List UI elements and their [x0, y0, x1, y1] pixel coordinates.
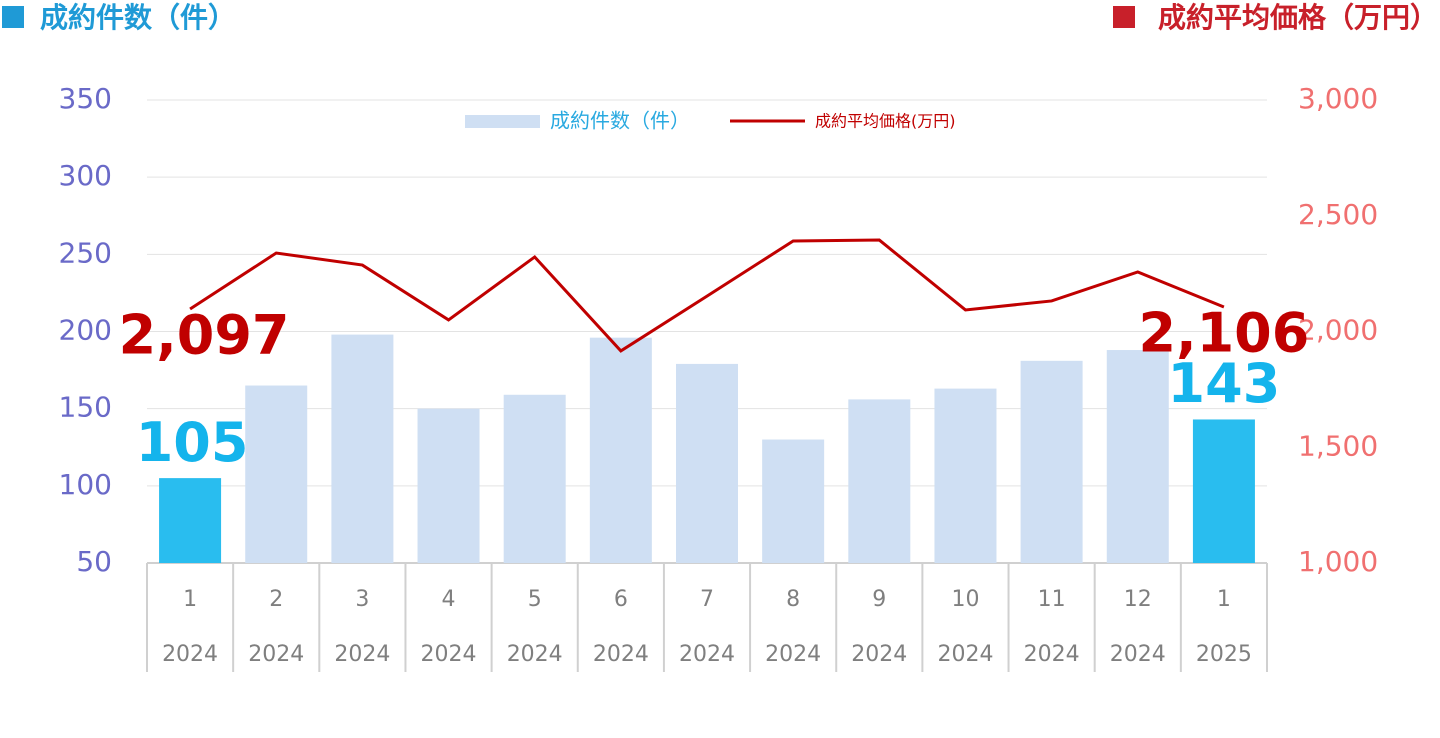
bar: [331, 334, 394, 563]
x-group-label: 2024: [334, 642, 390, 667]
y-tick-label: 250: [59, 236, 112, 269]
y-tick-label: 350: [59, 82, 112, 115]
x-group-label: 2024: [248, 642, 304, 667]
x-tick-label: 2: [269, 587, 283, 612]
y2-tick-label: 1,000: [1298, 545, 1378, 578]
x-tick-label: 3: [355, 587, 369, 612]
x-group-label: 2024: [1110, 642, 1166, 667]
title-marker: [2, 6, 24, 28]
data-label: 105: [136, 411, 249, 474]
x-group-label: 2024: [421, 642, 477, 667]
x-tick-label: 5: [528, 587, 542, 612]
x-tick-label: 12: [1124, 587, 1152, 612]
bar: [934, 388, 997, 563]
legend-label: 成約平均価格(万円): [815, 112, 956, 131]
bar: [1020, 360, 1083, 563]
title-marker: [1113, 6, 1135, 28]
bar: [848, 399, 911, 563]
y2-tick-label: 2,500: [1298, 198, 1378, 231]
y2-tick-label: 1,500: [1298, 429, 1378, 462]
x-group-label: 2024: [1024, 642, 1080, 667]
legend-swatch: [465, 115, 540, 128]
x-group-label: 2024: [162, 642, 218, 667]
bar: [1106, 350, 1169, 563]
data-label: 143: [1168, 352, 1281, 415]
x-group-label: 2024: [937, 642, 993, 667]
y-tick-label: 300: [59, 159, 112, 192]
x-tick-label: 1: [1217, 587, 1231, 612]
x-group-label: 2024: [765, 642, 821, 667]
x-tick-label: 11: [1038, 587, 1066, 612]
x-tick-label: 1: [183, 587, 197, 612]
x-tick-label: 8: [786, 587, 800, 612]
y-tick-label: 150: [59, 391, 112, 424]
data-label: 2,106: [1139, 302, 1310, 365]
bar: [245, 385, 308, 563]
line: [189, 238, 1225, 353]
x-group-label: 2025: [1196, 642, 1252, 667]
right-title: 成約平均価格（万円）: [1158, 1, 1438, 34]
bar: [762, 439, 825, 563]
x-tick-label: 10: [951, 587, 979, 612]
x-group-label: 2024: [507, 642, 563, 667]
x-group-label: 2024: [851, 642, 907, 667]
bar: [1192, 419, 1255, 563]
y-tick-label: 100: [59, 468, 112, 501]
x-group-label: 2024: [593, 642, 649, 667]
y-tick-label: 50: [76, 545, 112, 578]
x-group-label: 2024: [679, 642, 735, 667]
bar: [589, 337, 652, 563]
y2-tick-label: 3,000: [1298, 82, 1378, 115]
bar: [503, 394, 566, 563]
legend-label: 成約件数（件）: [550, 109, 690, 133]
y-tick-label: 200: [59, 314, 112, 347]
x-tick-label: 7: [700, 587, 714, 612]
bar: [159, 478, 222, 563]
bar: [676, 363, 738, 563]
left-title: 成約件数（件）: [40, 1, 236, 34]
x-tick-label: 9: [872, 587, 886, 612]
bar: [417, 408, 480, 563]
x-tick-label: 6: [614, 587, 628, 612]
data-label: 2,097: [119, 304, 290, 367]
y2-tick-label: 2,000: [1298, 314, 1378, 347]
x-tick-label: 4: [442, 587, 456, 612]
